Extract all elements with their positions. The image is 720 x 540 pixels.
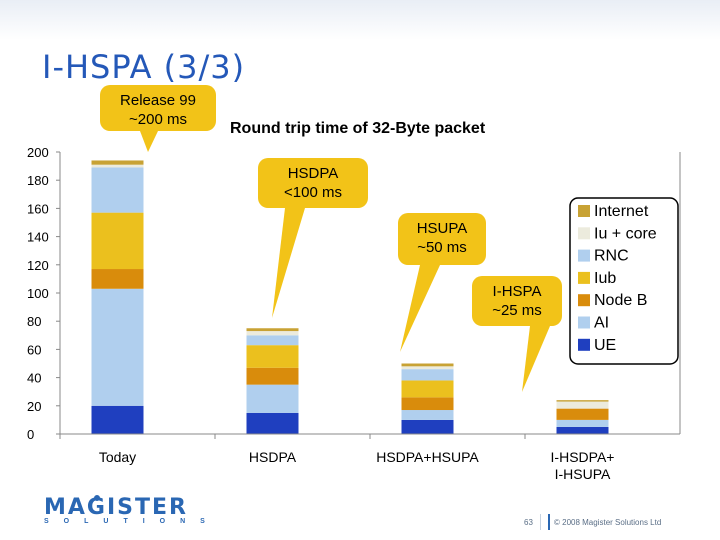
legend-label: UE xyxy=(594,337,616,354)
bar-segment-rnc xyxy=(401,369,454,381)
copyright: © 2008 Magister Solutions Ltd xyxy=(554,518,662,527)
bar-segment-rnc xyxy=(246,335,299,346)
legend-label: Iub xyxy=(594,270,616,287)
x-category-label: HSDPA xyxy=(249,449,297,465)
callout-text: HSUPA xyxy=(417,220,468,237)
callout-text: ~25 ms xyxy=(492,302,542,319)
y-tick-label: 160 xyxy=(27,201,49,216)
magister-logo-icon xyxy=(94,495,100,501)
logo-subtext: SOLUTIONS xyxy=(44,518,220,525)
bar-segment-ai xyxy=(401,410,454,420)
callout-pointer xyxy=(400,265,440,352)
callout-pointer xyxy=(140,131,158,152)
bar-segment-ai xyxy=(556,419,609,427)
y-tick-label: 0 xyxy=(27,427,34,442)
legend-label: RNC xyxy=(594,248,629,265)
callout-text: ~50 ms xyxy=(417,239,467,256)
bar-segment-ue xyxy=(91,405,144,434)
callout-box xyxy=(258,158,368,208)
footer-accent-line xyxy=(548,514,550,530)
bar-segment-iub xyxy=(401,380,454,398)
legend-label: Internet xyxy=(594,203,649,220)
callout-pointer xyxy=(522,326,550,392)
legend-box xyxy=(569,197,679,365)
logo-text: MAGISTER xyxy=(44,495,188,520)
y-tick-label: 40 xyxy=(27,371,41,386)
legend-swatch xyxy=(578,249,590,262)
bar-segment-internet xyxy=(246,328,299,332)
bar-segment-ue xyxy=(246,412,299,434)
legend: Internet Iu + core RNC Iub Node B AI UE xyxy=(569,197,679,365)
legend-swatch xyxy=(578,205,590,217)
bar-segment-ue xyxy=(401,419,454,434)
bar-segment-iub xyxy=(246,345,299,368)
legend-swatch xyxy=(578,227,590,240)
callout-box xyxy=(398,213,486,265)
y-tick-label: 80 xyxy=(27,314,41,329)
bar-segment-internet xyxy=(401,363,454,367)
bar-segment-iu-core xyxy=(401,366,454,370)
y-tick-label: 120 xyxy=(27,258,49,273)
bar-segment-iub xyxy=(91,212,144,270)
x-category-label: HSDPA+HSUPA xyxy=(376,449,479,465)
legend-swatch xyxy=(578,316,590,329)
y-tick-label: 140 xyxy=(27,230,49,245)
callout-pointer xyxy=(272,208,305,318)
legend-label: Node B xyxy=(594,292,647,309)
bar-segment-rnc xyxy=(91,167,144,213)
slide-title: I-HSPA (3/3) xyxy=(42,48,246,86)
bar-group xyxy=(91,160,609,434)
callout-balloon: Release 99 ~200 ms xyxy=(100,85,216,152)
callout-text: <100 ms xyxy=(284,184,342,201)
callout-box xyxy=(472,276,562,326)
callout-balloon: HSDPA <100 ms xyxy=(258,158,368,318)
callout-box xyxy=(100,85,216,131)
x-category-label: I-HSDPA+ I-HSUPA xyxy=(551,449,615,482)
bar-segment-internet xyxy=(556,400,609,402)
callout-balloon: HSUPA ~50 ms xyxy=(398,213,486,352)
legend-label: Iu + core xyxy=(594,225,657,242)
callouts: Release 99 ~200 ms HSDPA <100 ms HSUPA ~50 ms… xyxy=(100,85,562,392)
bar-segment-iu-core xyxy=(556,401,609,409)
bar-segment-node-b xyxy=(246,367,299,385)
bar-segment-node-b xyxy=(401,397,454,411)
bar-segment-iu-core xyxy=(91,164,144,168)
bar-segment-node-b xyxy=(91,269,144,289)
bar-segment-ue xyxy=(556,426,609,434)
page-number: 63 xyxy=(524,518,533,527)
legend-label: AI xyxy=(594,315,609,332)
footer-divider xyxy=(540,514,541,530)
callout-text: HSDPA xyxy=(288,165,339,182)
x-category-label: Today xyxy=(99,449,136,465)
y-tick-label: 200 xyxy=(27,145,49,160)
bar-segment-ai xyxy=(91,288,144,406)
callout-text: ~200 ms xyxy=(129,111,187,128)
chart-title: Round trip time of 32-Byte packet xyxy=(230,120,486,137)
callout-text: I-HSPA xyxy=(493,283,542,300)
y-tick-label: 180 xyxy=(27,173,49,188)
legend-swatch xyxy=(578,338,590,351)
bar-segment-ai xyxy=(246,384,299,413)
legend-swatch xyxy=(578,294,590,307)
legend-swatch xyxy=(578,271,590,284)
y-tick-label: 100 xyxy=(27,286,49,301)
header-gradient xyxy=(0,0,720,40)
bar-segment-node-b xyxy=(556,408,609,420)
bar-segment-internet xyxy=(91,160,144,165)
y-tick-label: 60 xyxy=(27,342,41,357)
callout-text: Release 99 xyxy=(120,92,196,109)
y-tick-label: 20 xyxy=(27,399,41,414)
bar-segment-iu-core xyxy=(246,331,299,336)
callout-balloon: I-HSPA ~25 ms xyxy=(472,276,562,392)
